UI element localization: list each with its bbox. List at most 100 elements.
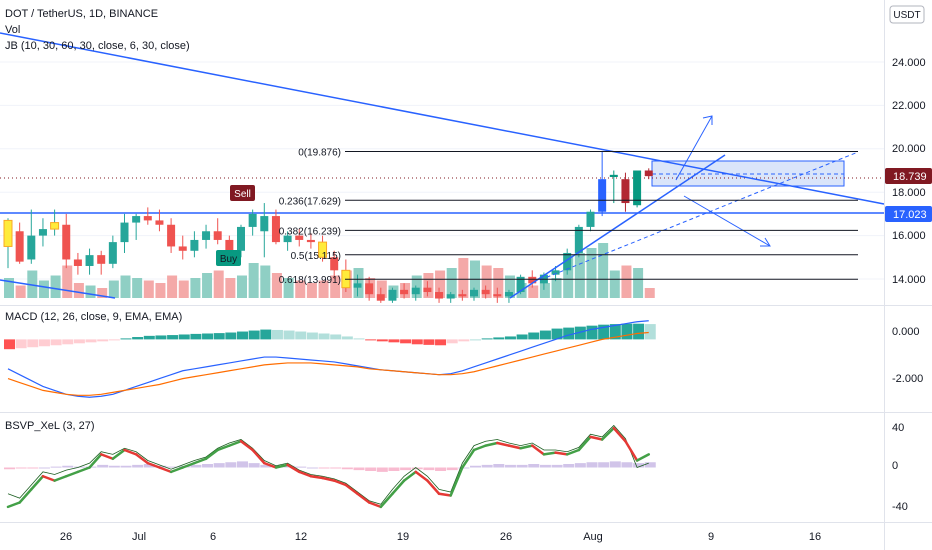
fib-level-label: 0.382(16.239) (279, 226, 341, 237)
candle-body (73, 259, 82, 266)
volume-bar (85, 285, 96, 298)
candle-body (202, 231, 211, 240)
bsvp-histogram-bar (388, 467, 400, 471)
bsvp-histogram-bar (120, 465, 132, 468)
descending-trendline-short (0, 279, 116, 299)
volume-bar (120, 275, 131, 298)
bsvp-signal-line (7, 424, 649, 505)
candle-body (62, 224, 71, 260)
descending-trendline (0, 32, 885, 205)
macd-histogram-bar (481, 338, 493, 340)
candle-body (528, 276, 537, 284)
level-price-label (885, 206, 932, 222)
bsvp-histogram-bar (4, 467, 15, 470)
bsvp-main-segment (391, 479, 406, 495)
macd-histogram-bar (38, 339, 50, 347)
bsvp-tick: -40 (892, 501, 908, 513)
bsvp-main-segment (589, 435, 604, 441)
volume-bar (295, 280, 306, 298)
macd-histogram-bar (4, 339, 15, 350)
volume-bars (4, 243, 655, 298)
volume-bar (50, 275, 61, 298)
vol-label: Vol (5, 24, 20, 36)
bsvp-main-segment (123, 448, 138, 456)
bsvp-histogram-bar (493, 464, 505, 468)
trendlines (0, 32, 885, 299)
macd-histogram-bar (318, 333, 330, 340)
bsvp-main-segment (344, 483, 359, 495)
volume-bar (563, 255, 574, 298)
candle-body (621, 179, 630, 204)
macd-line (7, 320, 649, 398)
volume-bar (330, 275, 341, 298)
bsvp-histogram-bar (353, 467, 365, 471)
macd-histogram-bar (271, 329, 283, 340)
bsvp-main-segment (169, 466, 184, 474)
volume-bar (481, 265, 492, 298)
candle-body (178, 246, 187, 251)
candle-body (493, 294, 502, 297)
candle-body (481, 289, 490, 295)
bsvp-histogram-bar (143, 464, 155, 468)
bsvp-main-segment (6, 501, 21, 509)
bsvp-main-segment (426, 479, 441, 495)
volume-bar (155, 283, 166, 298)
macd-histogram-bar (306, 332, 318, 340)
bsvp-histogram-bar (260, 464, 272, 468)
candle-body (563, 252, 572, 271)
candle-body (353, 283, 362, 288)
bsvp-main-segment (76, 466, 91, 474)
macd-histogram-bar (400, 339, 412, 344)
currency-button[interactable] (889, 5, 925, 24)
bsvp-main-segment (402, 470, 417, 482)
sell-signal[interactable]: Sell (230, 185, 255, 201)
volume-bar (435, 270, 446, 298)
bsvp-histogram-bar (504, 464, 516, 468)
bsvp-tick: 0 (892, 460, 898, 472)
bsvp-main-segment (286, 463, 301, 474)
bsvp-main-segment (565, 448, 581, 456)
bsvp-histogram-bar (470, 465, 481, 468)
candle-body (586, 211, 595, 227)
bsvp-histogram-bar (248, 463, 260, 468)
bsvp-histogram-bar (155, 465, 167, 468)
buy-signal[interactable]: Buy (216, 250, 241, 266)
macd-histogram-bar (435, 339, 447, 346)
bsvp-main-segment (461, 448, 476, 469)
bsvp-main-segment (531, 444, 546, 456)
macd-histogram-bar (85, 339, 97, 343)
volume-bar (271, 273, 282, 298)
bsvp-main-segment (204, 448, 219, 460)
bsvp-histogram-bar (365, 467, 377, 471)
symbol-title: DOT / TetherUS, 1D, BINANCE (5, 8, 158, 20)
bsvp-histogram-bar (108, 465, 120, 468)
projection-arrow-up (675, 115, 713, 181)
bsvp-histogram-bar (167, 466, 179, 468)
volume-bar (15, 285, 26, 298)
macd-histogram-bar (551, 328, 563, 340)
bsvp-histogram-bar (318, 467, 330, 469)
macd-histogram-bar (155, 335, 167, 340)
bsvp-main-segment (30, 475, 45, 491)
macd-histogram-bar (621, 323, 633, 340)
candle-body (167, 224, 176, 247)
volume-bar (73, 283, 84, 298)
volume-bar (493, 268, 504, 298)
bsvp-main-segment (577, 435, 592, 452)
bsvp-main-segment (18, 488, 33, 504)
macd-histogram-bar (237, 331, 248, 340)
indicator-label: JB (10, 30, 60, 30, close, 6, 30, close) (5, 40, 190, 52)
macd-histogram-bar (295, 331, 307, 340)
bsvp-histogram-bar (15, 467, 27, 469)
macd-histogram-bar (178, 334, 190, 340)
candle-body (213, 231, 222, 240)
macd-histogram-bar (458, 339, 470, 342)
time-axis[interactable]: 26 Jul 6 12 19 26 Aug 9 16 (60, 531, 821, 543)
candle-body (306, 239, 315, 243)
price-axis[interactable]: 24.000 22.000 20.000 18.000 16.000 14.00… (892, 57, 926, 286)
volume-bar (62, 265, 73, 298)
macd-tick: -2.000 (892, 373, 923, 385)
bsvp-main-segment (449, 466, 464, 497)
bsvp-main-segment (356, 492, 371, 504)
